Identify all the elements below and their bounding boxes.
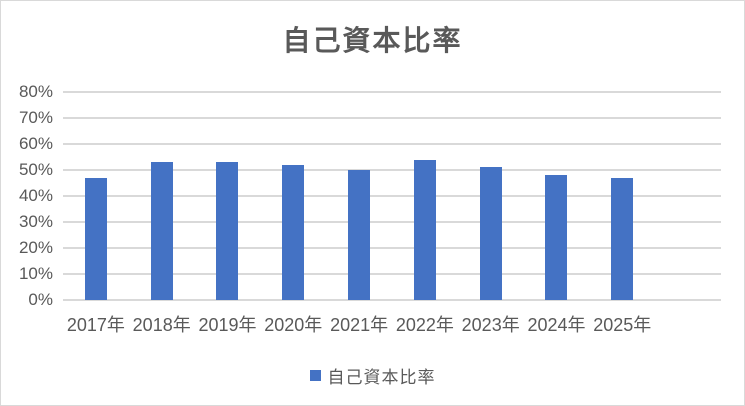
y-tick-label: 0% bbox=[28, 290, 53, 309]
bar bbox=[479, 167, 502, 300]
gridline bbox=[63, 247, 721, 249]
bar bbox=[216, 162, 239, 300]
y-tick-label: 60% bbox=[18, 134, 53, 153]
bar-slot bbox=[524, 92, 590, 300]
x-tick-label: 2023年 bbox=[461, 315, 520, 335]
bar-slot bbox=[458, 92, 524, 300]
gridline bbox=[63, 117, 721, 119]
bar bbox=[84, 177, 107, 300]
x-axis-labels: 2017年 2018年 2019年 2020年 2021年 2022年 2023年 2024年… bbox=[63, 311, 721, 337]
x-tick-label: 2024年 bbox=[527, 315, 586, 335]
y-tick-label: 50% bbox=[18, 160, 53, 179]
x-tick-label: 2018年 bbox=[132, 315, 191, 335]
bar bbox=[413, 159, 436, 300]
bars-layer bbox=[63, 92, 721, 300]
bar bbox=[348, 170, 371, 300]
y-tick-label: 40% bbox=[18, 186, 53, 205]
y-tick-label: 80% bbox=[18, 82, 53, 101]
gridline bbox=[63, 195, 721, 197]
bar-slot bbox=[260, 92, 326, 300]
bar-slot bbox=[589, 92, 655, 300]
x-tick-label: 2020年 bbox=[264, 315, 323, 335]
x-tick-label bbox=[655, 311, 721, 337]
x-tick-label: 2019年 bbox=[198, 315, 257, 335]
legend-label: 自己資本比率 bbox=[327, 368, 436, 387]
bar bbox=[611, 177, 634, 300]
bar bbox=[282, 164, 305, 300]
gridline bbox=[63, 273, 721, 275]
plot-area bbox=[63, 91, 721, 301]
x-tick-label: 2021年 bbox=[330, 315, 389, 335]
gridline bbox=[63, 143, 721, 145]
bar-slot bbox=[392, 92, 458, 300]
y-tick-label: 20% bbox=[18, 238, 53, 257]
chart-title: 自己資本比率 bbox=[282, 25, 463, 56]
gridline bbox=[63, 91, 721, 93]
x-tick-label: 2025年 bbox=[593, 315, 652, 335]
bar-slot bbox=[655, 92, 721, 300]
gridline bbox=[63, 221, 721, 223]
gridline bbox=[63, 299, 721, 301]
bar-slot bbox=[195, 92, 261, 300]
bar-slot bbox=[129, 92, 195, 300]
y-tick-label: 10% bbox=[18, 264, 53, 283]
y-tick-label: 70% bbox=[18, 108, 53, 127]
x-tick-label: 2022年 bbox=[395, 315, 454, 335]
y-tick-label: 30% bbox=[18, 212, 53, 231]
bar bbox=[150, 162, 173, 300]
x-tick-label: 2017年 bbox=[66, 315, 125, 335]
gridline bbox=[63, 169, 721, 171]
legend-color-swatch bbox=[309, 370, 321, 381]
bar bbox=[545, 175, 568, 300]
bar-slot bbox=[63, 92, 129, 300]
legend: 自己資本比率 bbox=[1, 363, 744, 388]
bar-slot bbox=[326, 92, 392, 300]
